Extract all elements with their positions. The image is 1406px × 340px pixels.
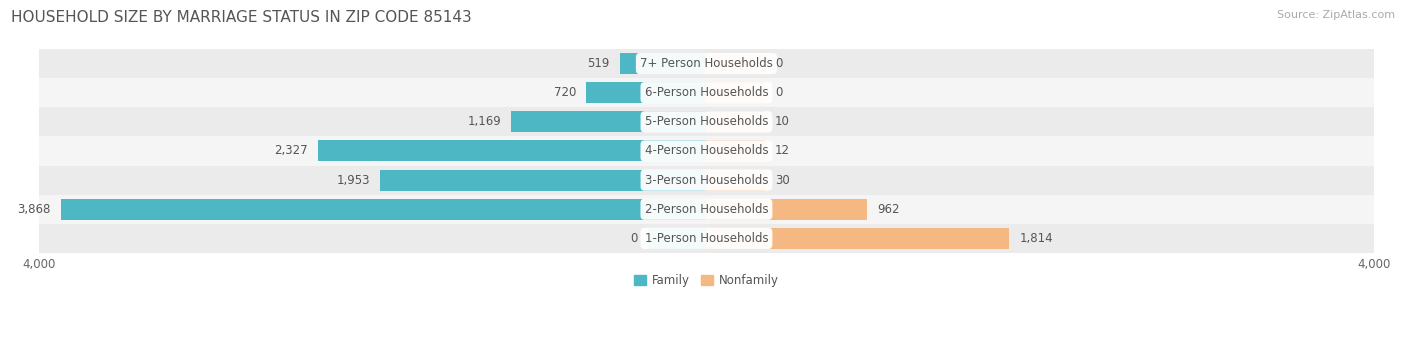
Bar [38,78,1374,107]
Bar [706,82,765,103]
Text: 962: 962 [877,203,900,216]
Bar [648,228,706,249]
Bar [60,199,706,220]
Text: 5-Person Households: 5-Person Households [645,115,768,128]
Bar [38,107,1374,136]
Text: 0: 0 [775,57,782,70]
Text: 30: 30 [775,174,790,187]
Bar [586,82,706,103]
Text: 519: 519 [588,57,610,70]
Text: 2,327: 2,327 [274,144,308,157]
Bar [706,111,765,132]
Bar [38,136,1374,166]
Text: 1,169: 1,169 [467,115,501,128]
Text: 12: 12 [775,144,790,157]
Bar [38,49,1374,78]
Bar [38,224,1374,253]
Text: 1,953: 1,953 [337,174,370,187]
Text: 0: 0 [775,86,782,99]
Text: 3-Person Households: 3-Person Households [645,174,768,187]
Bar [512,111,706,132]
Bar [620,53,706,74]
Text: 10: 10 [775,115,790,128]
Text: 3,868: 3,868 [17,203,51,216]
Text: 0: 0 [631,232,638,245]
Text: 6-Person Households: 6-Person Households [644,86,768,99]
Text: HOUSEHOLD SIZE BY MARRIAGE STATUS IN ZIP CODE 85143: HOUSEHOLD SIZE BY MARRIAGE STATUS IN ZIP… [11,10,472,25]
Bar [706,140,765,162]
Text: 1-Person Households: 1-Person Households [644,232,768,245]
Bar [318,140,706,162]
Legend: Family, Nonfamily: Family, Nonfamily [628,269,783,292]
Bar [706,199,868,220]
Bar [706,228,1010,249]
Text: 720: 720 [554,86,576,99]
Text: 4-Person Households: 4-Person Households [644,144,768,157]
Text: 7+ Person Households: 7+ Person Households [640,57,773,70]
Bar [381,170,706,190]
Text: Source: ZipAtlas.com: Source: ZipAtlas.com [1277,10,1395,20]
Bar [706,170,765,190]
Bar [38,194,1374,224]
Text: 2-Person Households: 2-Person Households [644,203,768,216]
Text: 1,814: 1,814 [1019,232,1053,245]
Bar [38,166,1374,194]
Bar [706,53,765,74]
